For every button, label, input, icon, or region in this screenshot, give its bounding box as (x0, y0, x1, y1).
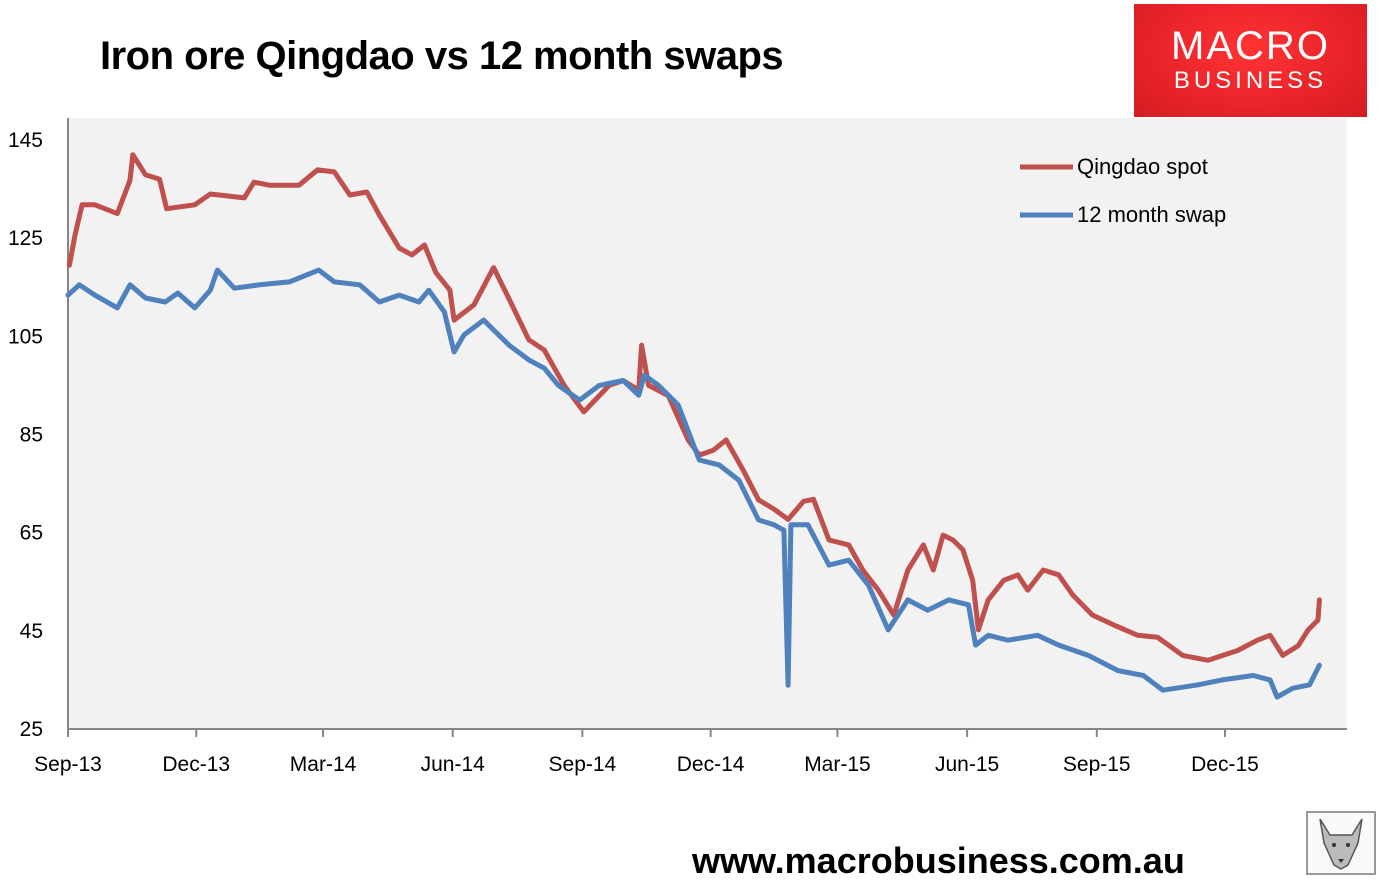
y-tick-label: 85 (20, 424, 43, 447)
x-tick-label: Dec-13 (162, 753, 230, 776)
plot-area (68, 118, 1347, 729)
y-tick-label: 25 (20, 718, 43, 741)
x-tick-label: Mar-14 (290, 753, 357, 776)
chart-title: Iron ore Qingdao vs 12 month swaps (100, 34, 784, 78)
x-tick-label: Sep-13 (34, 753, 102, 776)
x-axis: Sep-13 Dec-13 Mar-14 Jun-14 Sep-14 Dec-14 Mar-… (34, 729, 1259, 776)
website-url[interactable]: www.macrobusiness.com.au (692, 840, 1185, 881)
x-tick-label: Sep-15 (1063, 753, 1131, 776)
x-tick-label: Sep-14 (549, 753, 617, 776)
y-axis: 25 45 65 85 105 125 145 (8, 129, 43, 741)
macrobusiness-logo: MACRO BUSINESS (1134, 4, 1367, 117)
logo-line-2: BUSINESS (1173, 67, 1328, 94)
y-tick-label: 125 (8, 227, 43, 250)
series-line-12-month-swap (65, 267, 1322, 700)
y-tick-label: 65 (20, 522, 43, 545)
series-lines (65, 152, 1322, 700)
x-tick-label: Jun-14 (421, 753, 486, 776)
series-line-qingdao-spot (66, 152, 1322, 663)
legend-label-qingdao: Qingdao spot (1077, 154, 1208, 179)
y-tick-label: 45 (20, 620, 43, 643)
x-tick-label: Dec-14 (677, 753, 745, 776)
legend: Qingdao spot 12 month swap (1020, 154, 1226, 227)
fox-logo-icon (1306, 811, 1376, 875)
logo-line-1: MACRO (1171, 24, 1330, 68)
y-tick-label: 105 (8, 325, 43, 348)
legend-label-swap: 12 month swap (1077, 202, 1226, 227)
x-tick-label: Mar-15 (804, 753, 871, 776)
x-tick-label: Jun-15 (935, 753, 999, 776)
x-tick-label: Dec-15 (1191, 753, 1259, 776)
y-tick-label: 145 (8, 129, 43, 152)
